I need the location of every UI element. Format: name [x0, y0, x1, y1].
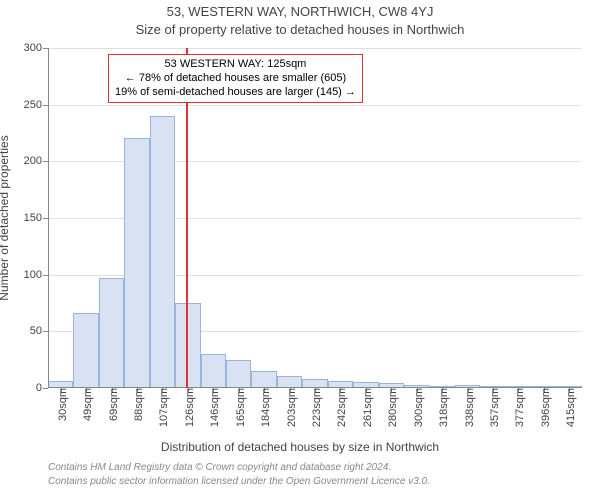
y-tick-label: 150 — [24, 212, 48, 224]
histogram-bar — [73, 313, 98, 388]
histogram-bar — [150, 116, 175, 388]
x-axis-line — [48, 387, 582, 388]
address-title: 53, WESTERN WAY, NORTHWICH, CW8 4YJ — [0, 4, 600, 19]
x-tick-label: 165sqm — [231, 388, 247, 427]
histogram-bar — [251, 371, 276, 388]
chart-container: 53, WESTERN WAY, NORTHWICH, CW8 4YJ Size… — [0, 0, 600, 500]
footer-line-2: Contains public sector information licen… — [48, 476, 430, 487]
address-text: 53, WESTERN WAY, NORTHWICH, CW8 4YJ — [167, 4, 434, 19]
annotation-line-1: 53 WESTERN WAY: 125sqm — [115, 58, 356, 72]
x-tick-label: 415sqm — [561, 388, 577, 427]
y-tick-label: 0 — [36, 382, 48, 394]
histogram-bar — [226, 360, 251, 388]
y-tick-label: 100 — [24, 269, 48, 281]
y-axis-line — [48, 48, 49, 388]
x-tick-label: 357sqm — [485, 388, 501, 427]
x-tick-label: 300sqm — [409, 388, 425, 427]
histogram-bar — [201, 354, 226, 388]
x-tick-label: 396sqm — [536, 388, 552, 427]
x-tick-label: 223sqm — [307, 388, 323, 427]
y-tick-label: 200 — [24, 155, 48, 167]
annotation-box: 53 WESTERN WAY: 125sqm← 78% of detached … — [108, 54, 363, 103]
histogram-bar — [175, 303, 200, 388]
x-tick-label: 242sqm — [332, 388, 348, 427]
x-tick-label: 318sqm — [434, 388, 450, 427]
y-tick-label: 250 — [24, 99, 48, 111]
grid-line — [48, 48, 582, 49]
x-tick-label: 203sqm — [282, 388, 298, 427]
annotation-line-2: ← 78% of detached houses are smaller (60… — [115, 72, 356, 86]
y-axis-label: Number of detached properties — [0, 135, 11, 300]
plot-area: 05010015020025030030sqm49sqm69sqm88sqm10… — [48, 48, 582, 388]
x-tick-label: 261sqm — [358, 388, 374, 427]
x-tick-label: 377sqm — [510, 388, 526, 427]
x-tick-label: 69sqm — [104, 388, 120, 421]
grid-line — [48, 105, 582, 106]
x-tick-label: 107sqm — [154, 388, 170, 427]
x-tick-label: 184sqm — [256, 388, 272, 427]
y-tick-label: 300 — [24, 42, 48, 54]
x-tick-label: 49sqm — [78, 388, 94, 421]
x-tick-label: 88sqm — [129, 388, 145, 421]
subtitle-text: Size of property relative to detached ho… — [136, 22, 465, 37]
histogram-bar — [124, 138, 149, 388]
x-tick-label: 126sqm — [180, 388, 196, 427]
subtitle: Size of property relative to detached ho… — [0, 22, 600, 37]
footer-line-1: Contains HM Land Registry data © Crown c… — [48, 462, 391, 473]
x-axis-label: Distribution of detached houses by size … — [0, 440, 600, 454]
annotation-line-3: 19% of semi-detached houses are larger (… — [115, 86, 356, 100]
x-tick-label: 30sqm — [53, 388, 69, 421]
x-tick-label: 338sqm — [460, 388, 476, 427]
histogram-bar — [99, 278, 124, 388]
x-tick-label: 146sqm — [205, 388, 221, 427]
x-tick-label: 280sqm — [383, 388, 399, 427]
y-tick-label: 50 — [30, 325, 48, 337]
